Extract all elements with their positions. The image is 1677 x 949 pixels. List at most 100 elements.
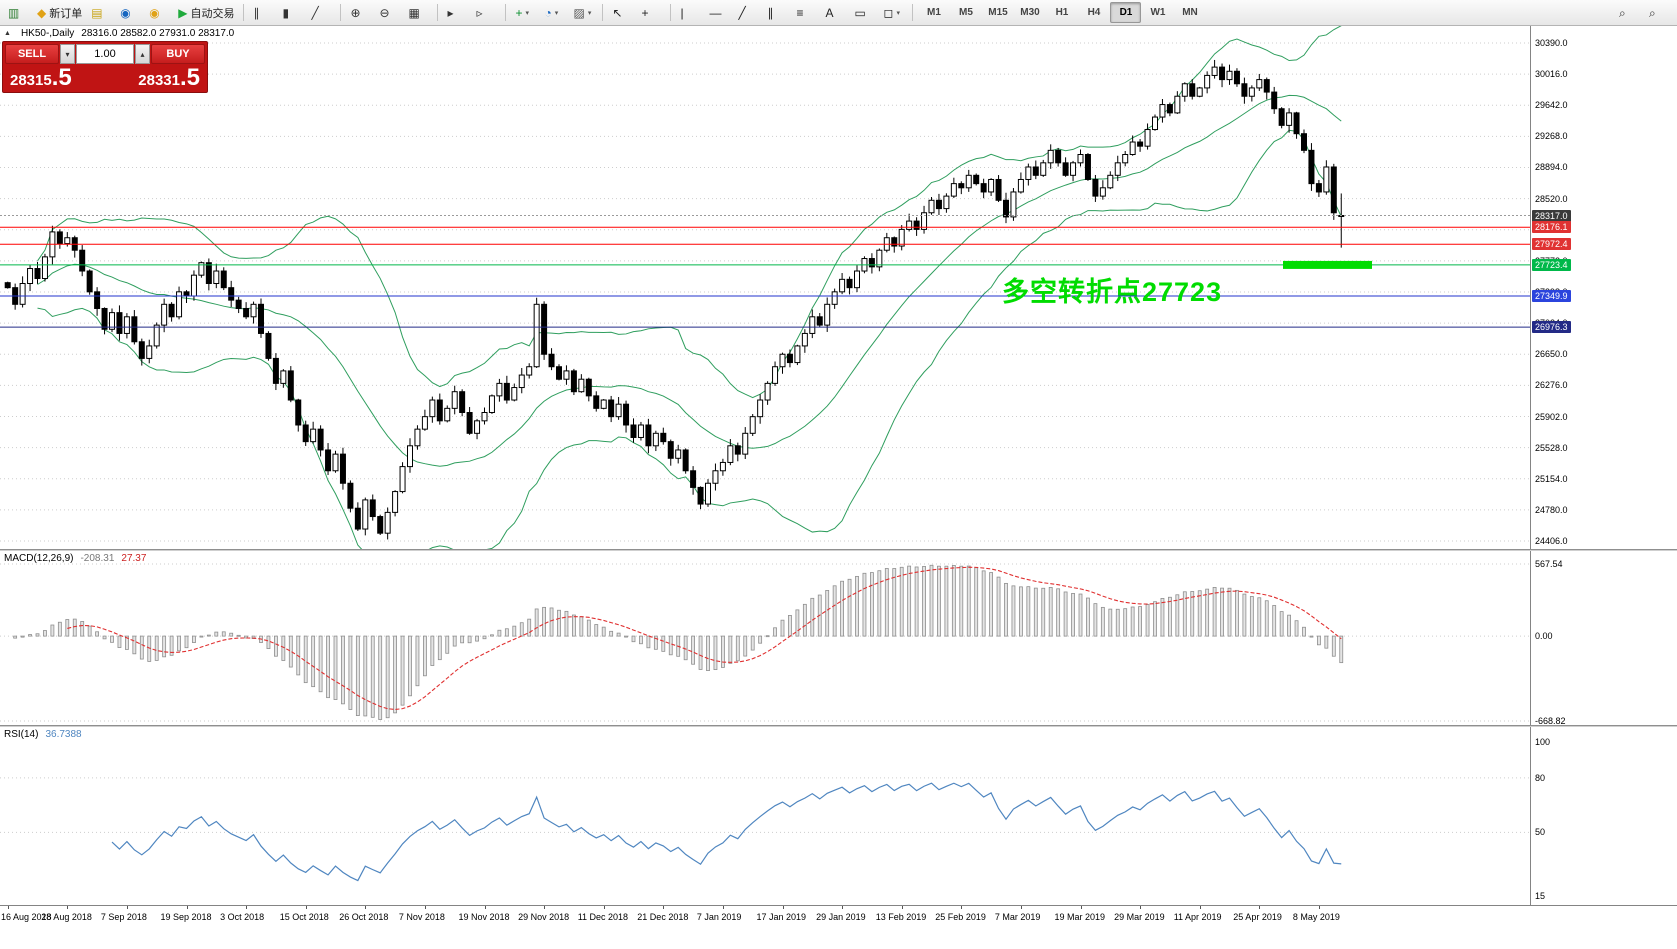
date-tick: [1318, 906, 1320, 909]
date-tick: [365, 906, 367, 909]
chart-shift-icon[interactable]: ▹: [472, 1, 500, 24]
help-icon: ◉: [149, 5, 160, 20]
macd-axis-label: 0.00: [1535, 631, 1553, 642]
panel-splitter-rsi[interactable]: [0, 725, 1677, 727]
rsi-axis-label: 50: [1535, 827, 1546, 838]
panel-splitter-macd[interactable]: [0, 549, 1677, 551]
timeframe-w1[interactable]: W1: [1150, 7, 1166, 18]
date-label: 17 Jan 2019: [756, 912, 807, 922]
price-chart[interactable]: [0, 26, 1530, 549]
vertical-line-icon: |: [680, 5, 684, 20]
toolbar-right-icons: ⌕ ⌕: [1615, 1, 1673, 24]
date-label: 25 Feb 2019: [935, 912, 986, 922]
macd-name: MACD(12,26,9): [4, 553, 74, 564]
autotrading-button: ▶: [178, 5, 188, 20]
chart-shift-icon: ▹: [476, 5, 483, 20]
zoom-in-icon[interactable]: ⊕: [346, 1, 374, 24]
buy-button[interactable]: BUY: [151, 44, 205, 64]
periods-icon-caret[interactable]: ▾: [554, 9, 559, 17]
text-icon[interactable]: A: [821, 1, 849, 24]
rsi-indicator-panel[interactable]: [0, 727, 1530, 905]
price-axis-label: 26650.0: [1535, 349, 1568, 360]
timeframe-h1[interactable]: H1: [1055, 7, 1069, 18]
autotrading-button[interactable]: ▶ 自动交易: [174, 1, 238, 24]
chart-window[interactable]: 30390.0 30016.0 29642.0 29268.0 28894.0 28520…: [0, 26, 1677, 949]
toolbar-separator: [243, 4, 245, 21]
charts-icon: ▤: [91, 5, 103, 20]
templates-icon[interactable]: ▨ ▾: [569, 1, 597, 24]
price-axis-label: 24780.0: [1535, 504, 1568, 515]
shapes-icon: ◻: [883, 5, 894, 20]
indicators-icon-caret[interactable]: ▾: [525, 9, 529, 17]
date-tick: [842, 906, 844, 909]
profile-icon[interactable]: ◉: [116, 1, 144, 24]
periods-icon[interactable]: ◔ ▾: [540, 1, 568, 24]
date-tick: [544, 906, 546, 909]
search-symbols-icon[interactable]: ⌕: [1615, 1, 1643, 24]
date-label: 19 Nov 2018: [458, 912, 510, 922]
date-tick: [782, 906, 784, 909]
date-label: 7 Nov 2018: [398, 912, 445, 922]
date-tick: [901, 906, 903, 909]
shapes-icon-caret[interactable]: ▾: [896, 9, 900, 17]
macd-value: -208.31: [80, 553, 115, 564]
indicators-icon[interactable]: + ▾: [511, 1, 539, 24]
bar-chart-icon[interactable]: ∥: [249, 1, 277, 24]
sell-price[interactable]: 28315.5: [10, 66, 72, 90]
terminal-icon[interactable]: ▥: [4, 1, 32, 24]
label-icon[interactable]: ▭: [850, 1, 878, 24]
date-tick: [305, 906, 307, 909]
date-label: 25 Apr 2019: [1233, 912, 1282, 922]
cursor-icon[interactable]: ↖: [608, 1, 636, 24]
buy-price[interactable]: 28331.5: [138, 66, 200, 90]
price-axis: 30390.0 30016.0 29642.0 29268.0 28894.0 28520…: [1530, 26, 1677, 905]
volume-decrease-button[interactable]: ▾: [60, 44, 75, 64]
volume-increase-button[interactable]: ▴: [135, 44, 150, 64]
timeframe-m30[interactable]: M30: [1020, 7, 1040, 18]
periods-icon: ◔: [544, 5, 552, 20]
date-tick: [663, 906, 665, 909]
toolbar-separator: [505, 4, 507, 21]
new-order-button[interactable]: ◆ 新订单: [33, 1, 86, 24]
timeframe-m5[interactable]: M5: [959, 7, 973, 18]
templates-icon-caret[interactable]: ▾: [587, 9, 592, 17]
pivot-annotation-text: 多空转折点27723: [1002, 277, 1223, 307]
zoom-out-icon[interactable]: ⊖: [375, 1, 403, 24]
date-label: 15 Oct 2018: [279, 912, 329, 922]
macd-header: MACD(12,26,9) -208.31 27.37: [4, 553, 146, 564]
label-icon: ▭: [854, 5, 866, 20]
timeframe-d1[interactable]: D1: [1110, 2, 1142, 23]
one-click-collapse-icon[interactable]: ▲: [4, 30, 11, 37]
price-axis-label: 28894.0: [1535, 162, 1568, 173]
date-label: 19 Mar 2019: [1054, 912, 1106, 922]
buy-price-main: 28331: [138, 72, 180, 89]
date-tick: [1140, 906, 1142, 909]
help-icon[interactable]: ◉: [145, 1, 173, 24]
timeframe-m15[interactable]: M15: [988, 7, 1008, 18]
macd-indicator-panel[interactable]: [0, 551, 1530, 725]
timeframe-m1[interactable]: M1: [927, 7, 941, 18]
tile-windows-icon[interactable]: ▦: [404, 1, 432, 24]
date-label: 3 Oct 2018: [220, 912, 265, 922]
crosshair-icon[interactable]: +: [637, 1, 665, 24]
sell-button[interactable]: SELL: [5, 44, 59, 64]
trendline-icon[interactable]: ╱: [734, 1, 762, 24]
one-click-trading-widget: SELL ▾ ▴ BUY 28315.5 28331.5: [2, 41, 208, 93]
price-axis-label: 25528.0: [1535, 442, 1568, 453]
volume-input[interactable]: [76, 44, 134, 64]
charts-icon[interactable]: ▤: [87, 1, 115, 24]
candlestick-chart-icon[interactable]: ▮: [278, 1, 306, 24]
fibonacci-icon[interactable]: ≡: [792, 1, 820, 24]
date-tick: [246, 906, 248, 909]
search-icon[interactable]: ⌕: [1645, 1, 1673, 24]
channel-icon[interactable]: ∥: [763, 1, 791, 24]
timeframe-mn[interactable]: MN: [1182, 7, 1198, 18]
auto-scroll-icon: ▸: [447, 5, 454, 20]
shapes-icon[interactable]: ◻ ▾: [879, 1, 907, 24]
vertical-line-icon[interactable]: |: [676, 1, 704, 24]
auto-scroll-icon[interactable]: ▸: [443, 1, 471, 24]
sell-price-main: 28315: [10, 72, 52, 89]
horizontal-line-icon[interactable]: —: [705, 1, 733, 24]
line-chart-icon[interactable]: ╱: [307, 1, 335, 24]
timeframe-h4[interactable]: H4: [1087, 7, 1101, 18]
